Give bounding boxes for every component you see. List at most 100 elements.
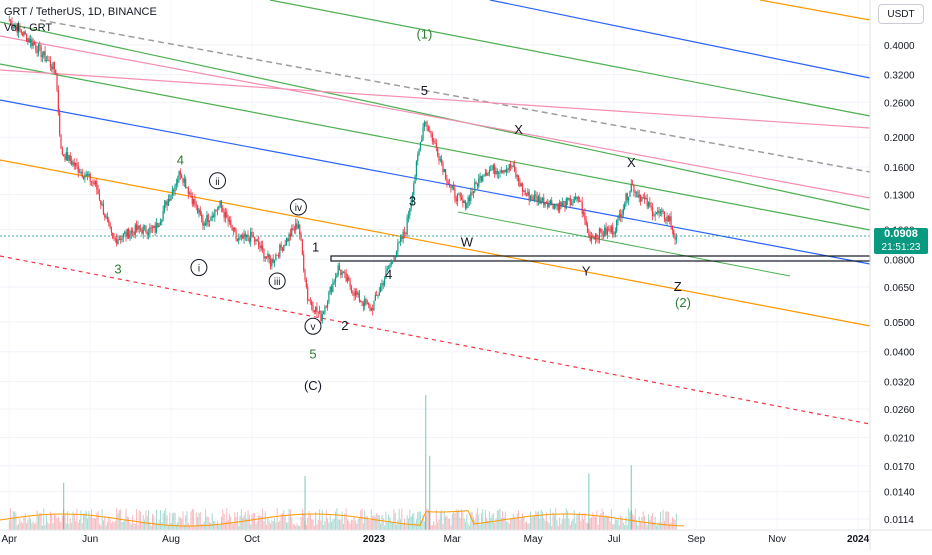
x-tick-label: Mar bbox=[444, 534, 462, 545]
volume-bar bbox=[476, 508, 478, 530]
volume-bar bbox=[56, 518, 58, 530]
candle-body bbox=[674, 235, 676, 240]
candle-body bbox=[275, 254, 277, 261]
volume-bar bbox=[478, 514, 480, 530]
volume-bar bbox=[500, 517, 502, 530]
volume-bar bbox=[646, 524, 648, 530]
candle-body bbox=[143, 225, 146, 227]
candle-body bbox=[112, 232, 114, 239]
volume-bar bbox=[348, 521, 350, 530]
volume-bar bbox=[389, 516, 391, 530]
volume-bar bbox=[106, 521, 108, 530]
candle-body bbox=[276, 254, 278, 256]
candle-body bbox=[345, 273, 347, 282]
y-tick-label: 0.0260 bbox=[884, 405, 915, 416]
candle-body bbox=[114, 238, 116, 240]
candle-body bbox=[415, 161, 418, 176]
candle-body bbox=[342, 271, 345, 273]
volume-bar bbox=[364, 510, 366, 530]
volume-bar bbox=[288, 508, 290, 530]
wave-circle bbox=[289, 198, 307, 216]
volume-bar bbox=[267, 518, 269, 530]
candle-body bbox=[653, 215, 655, 217]
candle-body bbox=[561, 202, 563, 206]
volume-bar bbox=[616, 519, 618, 530]
volume-bar bbox=[37, 515, 39, 530]
volume-bar bbox=[573, 510, 575, 530]
volume-bar bbox=[596, 510, 598, 530]
volume-bar bbox=[620, 515, 622, 530]
currency-button[interactable]: USDT bbox=[878, 4, 924, 24]
volume-bar bbox=[32, 521, 34, 530]
candle-body bbox=[452, 186, 455, 189]
volume-bar bbox=[340, 519, 342, 530]
candle-body bbox=[584, 212, 586, 220]
candle-body bbox=[675, 237, 677, 240]
volume-bar bbox=[308, 510, 310, 530]
volume-bar bbox=[462, 512, 464, 530]
candle-body bbox=[228, 220, 231, 222]
candle-body bbox=[395, 251, 398, 258]
volume-bar bbox=[644, 515, 646, 530]
volume-bar bbox=[264, 511, 266, 530]
volume-bar bbox=[303, 512, 305, 530]
candle-body bbox=[259, 245, 261, 249]
volume-bar bbox=[377, 515, 379, 530]
volume-bar bbox=[577, 513, 579, 530]
candle-body bbox=[84, 175, 86, 179]
candle-body bbox=[94, 181, 97, 185]
candle-body bbox=[516, 175, 518, 177]
candle-body bbox=[31, 39, 33, 46]
volume-bar bbox=[51, 513, 53, 530]
candle-body bbox=[568, 198, 570, 200]
volume-bar bbox=[345, 508, 347, 530]
volume-bar bbox=[76, 508, 78, 530]
volume-bar bbox=[259, 515, 261, 530]
candle-body bbox=[605, 227, 607, 235]
candle-body bbox=[348, 277, 350, 281]
candle-body bbox=[418, 149, 420, 155]
candle-body bbox=[136, 224, 138, 231]
volume-bar bbox=[435, 509, 437, 530]
volume-bar bbox=[305, 524, 307, 530]
candle-body bbox=[293, 229, 296, 231]
candle-body bbox=[574, 196, 577, 199]
volume-bar bbox=[487, 520, 489, 530]
volume-bar bbox=[194, 525, 196, 530]
channel-line-green-low bbox=[457, 211, 791, 277]
candle-body bbox=[588, 232, 590, 236]
candle-body bbox=[590, 236, 593, 241]
volume-bar bbox=[581, 513, 583, 530]
volume-bar bbox=[491, 514, 493, 530]
volume-bar bbox=[130, 524, 132, 530]
y-tick-label: 0.2000 bbox=[884, 133, 915, 144]
candle-body bbox=[354, 291, 357, 296]
volume-bar bbox=[567, 510, 569, 530]
x-tick-label: Apr bbox=[2, 534, 18, 545]
candle-body bbox=[438, 155, 440, 161]
volume-bar bbox=[112, 521, 114, 530]
candle-body bbox=[260, 245, 262, 249]
volume-bar bbox=[178, 516, 180, 530]
candle-body bbox=[373, 300, 375, 311]
candle-body bbox=[113, 238, 115, 239]
candle-body bbox=[24, 31, 26, 35]
candle-body bbox=[226, 212, 228, 218]
volume-bar bbox=[96, 512, 98, 530]
channel-line-blue-mid bbox=[0, 99, 871, 265]
candle-body bbox=[399, 236, 402, 242]
volume-bar bbox=[396, 524, 398, 530]
candle-body bbox=[166, 201, 168, 206]
candle-body bbox=[319, 310, 321, 313]
candle-body bbox=[600, 228, 602, 232]
volume-bar bbox=[528, 523, 530, 530]
volume-bar bbox=[584, 513, 586, 530]
volume-bar bbox=[68, 523, 70, 530]
candle-body bbox=[178, 171, 180, 180]
volume-bar bbox=[461, 509, 463, 530]
volume-bar bbox=[480, 513, 482, 530]
volume-bar bbox=[88, 510, 90, 530]
candle-body bbox=[90, 181, 93, 183]
